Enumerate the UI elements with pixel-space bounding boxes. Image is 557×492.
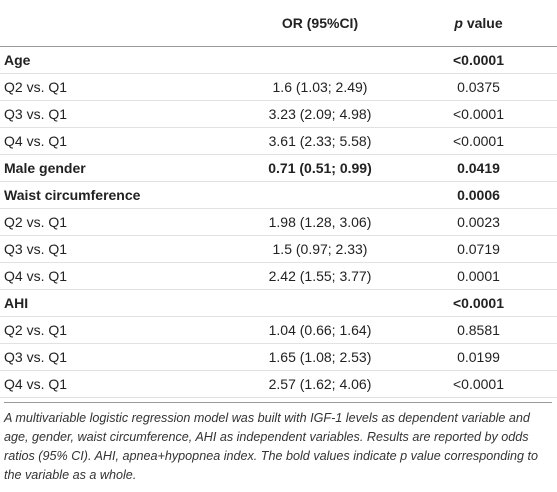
odds-ratio: 1.04 (0.66; 1.64) <box>240 316 400 344</box>
row-label: Q4 vs. Q1 <box>0 370 240 398</box>
odds-ratio <box>240 181 400 209</box>
row-label: Male gender <box>0 154 240 182</box>
table-row: AHI <0.0001 <box>0 289 557 317</box>
row-label: Q3 vs. Q1 <box>0 100 240 128</box>
odds-ratio: 1.5 (0.97; 2.33) <box>240 235 400 263</box>
table-row: Age <0.0001 <box>0 46 557 74</box>
table-row: Q3 vs. Q1 3.23 (2.09; 4.98) <0.0001 <box>0 100 557 128</box>
header-empty <box>0 0 240 47</box>
p-value: <0.0001 <box>400 370 557 398</box>
results-table: OR (95%CI) p value Age <0.0001 Q2 vs. Q1 1.… <box>0 0 557 398</box>
header-or: OR (95%CI) <box>240 0 400 47</box>
odds-ratio <box>240 289 400 317</box>
header-p-italic: p <box>454 15 463 31</box>
odds-ratio: 1.98 (1.28, 3.06) <box>240 208 400 236</box>
odds-ratio: 2.42 (1.55; 3.77) <box>240 262 400 290</box>
p-value: <0.0001 <box>400 46 557 74</box>
row-label: Q3 vs. Q1 <box>0 343 240 371</box>
p-value: 0.0001 <box>400 262 557 290</box>
row-label: AHI <box>0 289 240 317</box>
table-row: Waist circumference 0.0006 <box>0 181 557 209</box>
header-p-rest: value <box>466 15 503 31</box>
odds-ratio: 1.6 (1.03; 2.49) <box>240 73 400 101</box>
table-row: Male gender 0.71 (0.51; 0.99) 0.0419 <box>0 154 557 182</box>
row-label: Q4 vs. Q1 <box>0 127 240 155</box>
header-p: p value <box>400 0 557 47</box>
caption: A multivariable logistic regression mode… <box>4 402 552 485</box>
row-label: Q2 vs. Q1 <box>0 73 240 101</box>
p-value: 0.0006 <box>400 181 557 209</box>
table-row: Q4 vs. Q1 2.42 (1.55; 3.77) 0.0001 <box>0 262 557 290</box>
row-label: Waist circumference <box>0 181 240 209</box>
table-row: Q4 vs. Q1 3.61 (2.33; 5.58) <0.0001 <box>0 127 557 155</box>
p-value: 0.0199 <box>400 343 557 371</box>
odds-ratio: 1.65 (1.08; 2.53) <box>240 343 400 371</box>
p-value: 0.0375 <box>400 73 557 101</box>
table-row: Q4 vs. Q1 2.57 (1.62; 4.06) <0.0001 <box>0 370 557 398</box>
p-value: 0.0719 <box>400 235 557 263</box>
odds-ratio: 0.71 (0.51; 0.99) <box>240 154 400 182</box>
p-value: <0.0001 <box>400 127 557 155</box>
table-row: Q3 vs. Q1 1.65 (1.08; 2.53) 0.0199 <box>0 343 557 371</box>
odds-ratio <box>240 46 400 74</box>
odds-ratio: 3.23 (2.09; 4.98) <box>240 100 400 128</box>
row-label: Q3 vs. Q1 <box>0 235 240 263</box>
row-label: Q2 vs. Q1 <box>0 316 240 344</box>
header-row: OR (95%CI) p value <box>0 0 557 47</box>
p-value: 0.0419 <box>400 154 557 182</box>
row-label: Q2 vs. Q1 <box>0 208 240 236</box>
p-value: 0.8581 <box>400 316 557 344</box>
table-row: Q2 vs. Q1 1.98 (1.28, 3.06) 0.0023 <box>0 208 557 236</box>
p-value: <0.0001 <box>400 289 557 317</box>
odds-ratio: 3.61 (2.33; 5.58) <box>240 127 400 155</box>
p-value: 0.0023 <box>400 208 557 236</box>
table-row: Q2 vs. Q1 1.04 (0.66; 1.64) 0.8581 <box>0 316 557 344</box>
row-label: Age <box>0 46 240 74</box>
table-row: Q3 vs. Q1 1.5 (0.97; 2.33) 0.0719 <box>0 235 557 263</box>
odds-ratio: 2.57 (1.62; 4.06) <box>240 370 400 398</box>
row-label: Q4 vs. Q1 <box>0 262 240 290</box>
p-value: <0.0001 <box>400 100 557 128</box>
table-row: Q2 vs. Q1 1.6 (1.03; 2.49) 0.0375 <box>0 73 557 101</box>
